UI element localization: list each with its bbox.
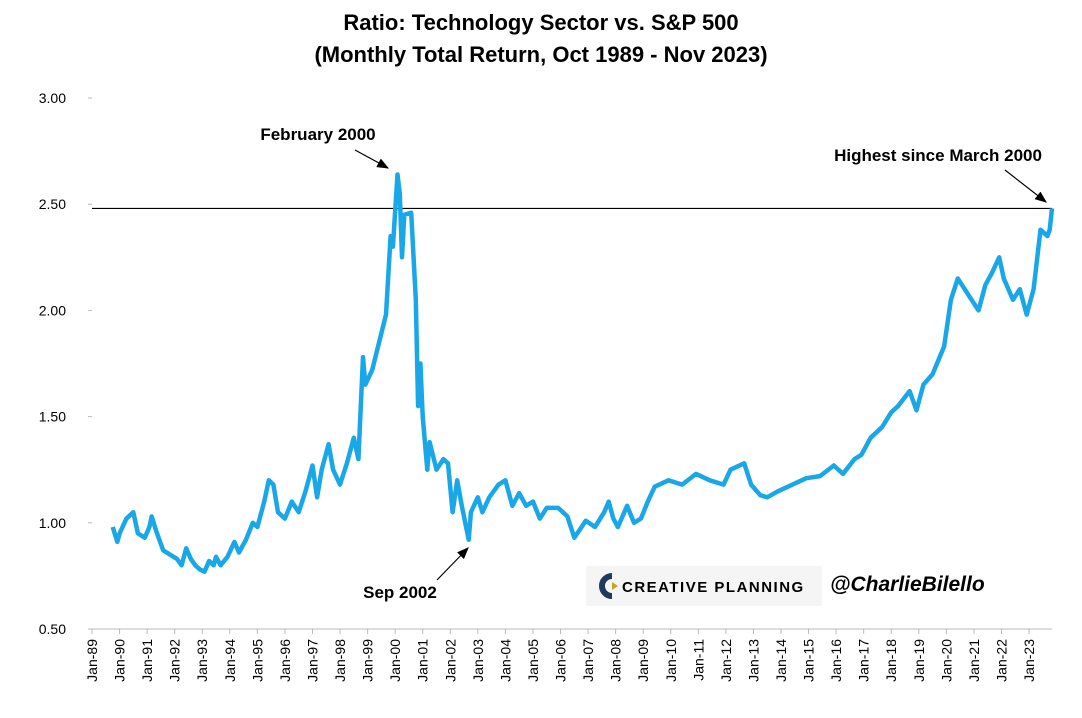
x-tick-label: Jan-11: [690, 639, 706, 681]
logo-icon: [612, 582, 618, 590]
x-tick-label: Jan-13: [745, 639, 761, 682]
x-tick-label: Jan-89: [84, 639, 100, 682]
logo-icon: [599, 573, 613, 599]
x-tick-label: Jan-12: [718, 639, 734, 682]
arrow: [354, 149, 390, 169]
x-tick-label: Jan-15: [801, 639, 817, 682]
x-tick-label: Jan-09: [635, 639, 651, 682]
y-tick-label: 0.50: [39, 621, 66, 637]
x-tick-label: Jan-01: [415, 639, 431, 682]
x-tick-label: Jan-96: [277, 639, 293, 682]
x-tick-label: Jan-93: [194, 639, 210, 682]
annotation: Highest since March 2000: [834, 146, 1042, 165]
x-tick-label: Jan-22: [993, 639, 1009, 682]
arrow: [436, 547, 469, 581]
annotation: Sep 2002: [363, 583, 437, 602]
chart-subtitle: (Monthly Total Return, Oct 1989 - Nov 20…: [314, 42, 767, 67]
x-tick-label: Jan-05: [525, 639, 541, 682]
x-tick-label: Jan-07: [580, 639, 596, 682]
x-tick-label: Jan-04: [497, 639, 513, 682]
logo-text: CREATIVE PLANNING: [622, 579, 805, 596]
x-tick-label: Jan-14: [773, 639, 789, 682]
x-tick-label: Jan-92: [167, 639, 183, 682]
x-tick-label: Jan-23: [1021, 639, 1037, 682]
arrow: [1004, 169, 1047, 203]
chart-title: Ratio: Technology Sector vs. S&P 500: [343, 10, 738, 35]
y-tick-label: 3.00: [39, 90, 66, 106]
x-tick-label: Jan-16: [828, 639, 844, 682]
annotation: February 2000: [260, 125, 375, 144]
x-tick-label: Jan-00: [387, 639, 403, 682]
x-tick-label: Jan-90: [112, 639, 128, 682]
handle: @CharlieBilello: [830, 573, 985, 596]
y-tick-label: 1.50: [39, 409, 66, 425]
x-tick-label: Jan-98: [332, 639, 348, 682]
x-tick-label: Jan-18: [883, 639, 899, 682]
x-tick-label: Jan-17: [856, 639, 872, 682]
watermark: CREATIVE PLANNING @CharlieBilello: [586, 566, 985, 606]
data-line: [110, 172, 1055, 574]
x-tick-label: Jan-99: [360, 639, 376, 682]
x-tick-label: Jan-95: [249, 639, 265, 682]
x-tick-label: Jan-21: [966, 639, 982, 682]
y-tick-label: 1.00: [39, 515, 66, 531]
x-tick-label: Jan-91: [139, 639, 155, 682]
x-tick-label: Jan-20: [938, 639, 954, 682]
y-tick-label: 2.50: [39, 196, 66, 212]
x-tick-label: Jan-94: [222, 639, 238, 682]
x-tick-label: Jan-97: [304, 639, 320, 682]
x-tick-label: Jan-06: [553, 639, 569, 682]
x-tick-label: Jan-08: [608, 639, 624, 682]
x-tick-label: Jan-19: [911, 639, 927, 682]
y-tick-label: 2.00: [39, 302, 66, 318]
x-tick-label: Jan-03: [470, 639, 486, 682]
x-tick-label: Jan-02: [442, 639, 458, 682]
logo-box: [586, 566, 822, 606]
x-tick-label: Jan-10: [663, 639, 679, 682]
